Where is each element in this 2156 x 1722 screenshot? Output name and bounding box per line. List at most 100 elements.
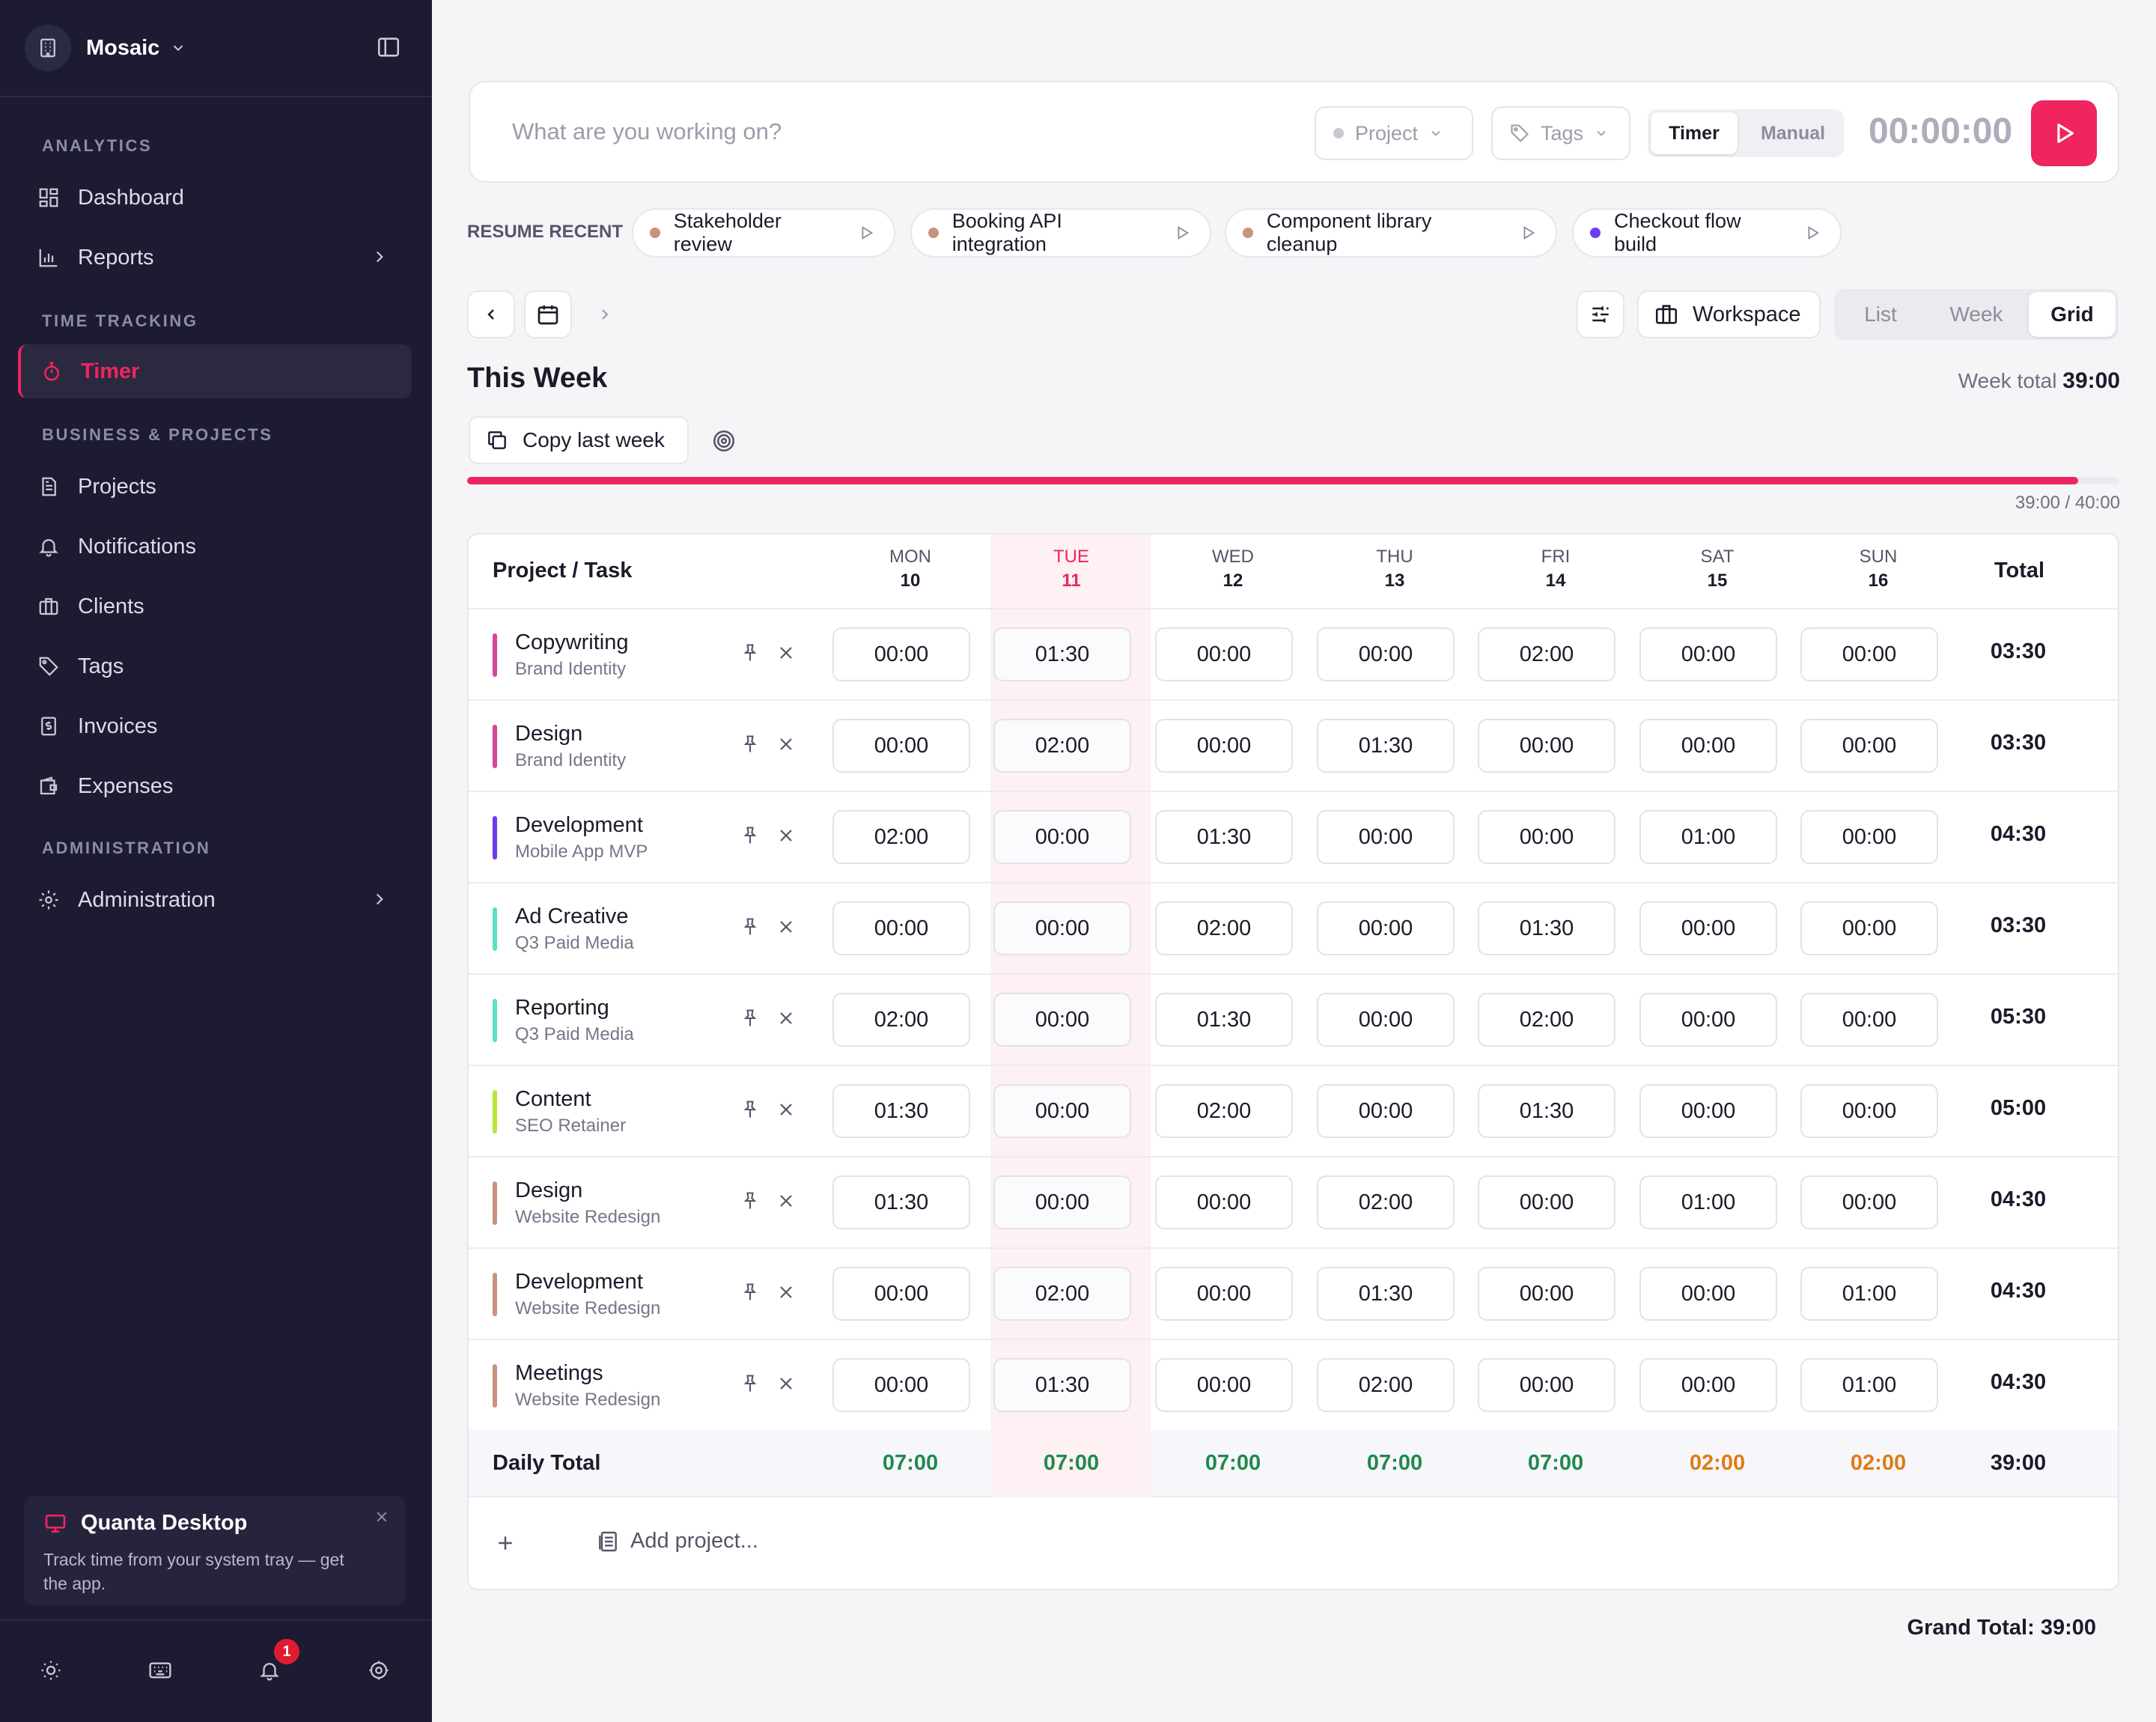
- time-entry-input[interactable]: 02:00: [1155, 901, 1293, 955]
- bell-icon[interactable]: [255, 1655, 284, 1685]
- close-icon[interactable]: [374, 1509, 389, 1528]
- time-entry-input[interactable]: 01:30: [1317, 719, 1455, 773]
- pin-icon[interactable]: [740, 1373, 761, 1398]
- time-entry-input[interactable]: 02:00: [1155, 1084, 1293, 1138]
- time-entry-input[interactable]: 00:00: [1800, 901, 1938, 955]
- time-entry-input[interactable]: 02:00: [1317, 1358, 1455, 1412]
- resume-chip[interactable]: Checkout flow build: [1572, 208, 1842, 258]
- workspace-switcher[interactable]: Mosaic: [25, 24, 186, 72]
- time-entry-input[interactable]: 00:00: [1800, 1084, 1938, 1138]
- pin-icon[interactable]: [740, 825, 761, 850]
- time-entry-input[interactable]: 00:00: [1155, 719, 1293, 773]
- time-entry-input[interactable]: 01:30: [993, 1358, 1131, 1412]
- sidebar-item-expenses[interactable]: Expenses: [18, 759, 412, 813]
- remove-row-icon[interactable]: [777, 827, 795, 848]
- time-entry-input[interactable]: 01:30: [832, 1084, 970, 1138]
- remove-row-icon[interactable]: [777, 1192, 795, 1214]
- time-entry-input[interactable]: 00:00: [993, 993, 1131, 1047]
- time-entry-input[interactable]: 02:00: [1478, 993, 1616, 1047]
- sidebar-item-reports[interactable]: Reports: [18, 231, 412, 285]
- sidebar-item-projects[interactable]: Projects: [18, 460, 412, 514]
- time-entry-input[interactable]: 01:00: [1639, 810, 1777, 864]
- sidebar-item-dashboard[interactable]: Dashboard: [18, 171, 412, 225]
- sidebar-item-administration[interactable]: Administration: [18, 873, 412, 927]
- view-list-tab[interactable]: List: [1864, 302, 1897, 326]
- time-entry-input[interactable]: 00:00: [1800, 810, 1938, 864]
- target-icon[interactable]: [711, 428, 737, 457]
- time-entry-input[interactable]: 02:00: [832, 993, 970, 1047]
- time-entry-input[interactable]: 00:00: [1639, 719, 1777, 773]
- view-week-tab[interactable]: Week: [1949, 302, 2003, 326]
- desktop-app-promo[interactable]: Quanta Desktop Track time from your syst…: [24, 1496, 406, 1605]
- time-entry-input[interactable]: 00:00: [1478, 810, 1616, 864]
- remove-row-icon[interactable]: [777, 1283, 795, 1305]
- time-entry-input[interactable]: 00:00: [1800, 993, 1938, 1047]
- project-selector[interactable]: Project: [1315, 106, 1473, 160]
- time-entry-input[interactable]: 00:00: [1155, 1267, 1293, 1321]
- mode-timer-button[interactable]: Timer: [1651, 112, 1738, 154]
- time-entry-input[interactable]: 00:00: [1639, 1267, 1777, 1321]
- time-entry-input[interactable]: 00:00: [1155, 1358, 1293, 1412]
- remove-row-icon[interactable]: [777, 1101, 795, 1122]
- pin-icon[interactable]: [740, 916, 761, 941]
- sidebar-item-notifications[interactable]: Notifications: [18, 520, 412, 574]
- keyboard-icon[interactable]: [145, 1655, 175, 1685]
- settings-icon[interactable]: [364, 1655, 394, 1685]
- time-entry-input[interactable]: 00:00: [1478, 1175, 1616, 1229]
- time-entry-input[interactable]: 00:00: [1317, 993, 1455, 1047]
- time-entry-input[interactable]: 00:00: [1478, 1267, 1616, 1321]
- time-entry-input[interactable]: 01:00: [1639, 1175, 1777, 1229]
- time-entry-input[interactable]: 00:00: [1800, 1175, 1938, 1229]
- time-entry-input[interactable]: 00:00: [1800, 719, 1938, 773]
- time-entry-input[interactable]: 02:00: [993, 719, 1131, 773]
- sun-icon[interactable]: [36, 1655, 66, 1685]
- time-entry-input[interactable]: 01:00: [1800, 1358, 1938, 1412]
- remove-row-icon[interactable]: [777, 918, 795, 940]
- time-entry-input[interactable]: 00:00: [993, 901, 1131, 955]
- time-entry-input[interactable]: 01:30: [1155, 993, 1293, 1047]
- time-entry-input[interactable]: 01:00: [1800, 1267, 1938, 1321]
- time-entry-input[interactable]: 02:00: [993, 1267, 1131, 1321]
- time-entry-input[interactable]: 00:00: [832, 719, 970, 773]
- time-entry-input[interactable]: 00:00: [1317, 810, 1455, 864]
- time-entry-input[interactable]: 02:00: [832, 810, 970, 864]
- time-entry-input[interactable]: 00:00: [1317, 1084, 1455, 1138]
- time-entry-input[interactable]: 01:30: [832, 1175, 970, 1229]
- pin-icon[interactable]: [740, 642, 761, 667]
- remove-row-icon[interactable]: [777, 1009, 795, 1031]
- workspace-filter-button[interactable]: Workspace: [1637, 290, 1821, 338]
- sidebar-item-tags[interactable]: Tags: [18, 639, 412, 693]
- time-entry-input[interactable]: 00:00: [1155, 1175, 1293, 1229]
- time-entry-input[interactable]: 00:00: [1639, 1358, 1777, 1412]
- remove-row-icon[interactable]: [777, 644, 795, 666]
- plus-icon[interactable]: [494, 1532, 517, 1558]
- previous-week-button[interactable]: [467, 290, 515, 338]
- time-entry-input[interactable]: 02:00: [1478, 627, 1616, 681]
- sidebar-item-invoices[interactable]: Invoices: [18, 699, 412, 753]
- pin-icon[interactable]: [740, 734, 761, 758]
- time-entry-input[interactable]: 00:00: [1639, 1084, 1777, 1138]
- sidebar-item-clients[interactable]: Clients: [18, 579, 412, 633]
- time-entry-input[interactable]: 00:00: [993, 1175, 1131, 1229]
- resume-chip[interactable]: Booking API integration: [910, 208, 1211, 258]
- resume-chip[interactable]: Component library cleanup: [1225, 208, 1557, 258]
- time-entry-input[interactable]: 01:30: [1478, 1084, 1616, 1138]
- next-week-button[interactable]: [581, 290, 629, 338]
- time-entry-input[interactable]: 00:00: [993, 810, 1131, 864]
- pin-icon[interactable]: [740, 1099, 761, 1124]
- time-entry-input[interactable]: 00:00: [1317, 901, 1455, 955]
- time-entry-input[interactable]: 00:00: [1639, 993, 1777, 1047]
- remove-row-icon[interactable]: [777, 735, 795, 757]
- time-entry-input[interactable]: 00:00: [832, 627, 970, 681]
- filter-settings-button[interactable]: [1577, 290, 1624, 338]
- resume-chip[interactable]: Stakeholder review: [632, 208, 895, 258]
- task-description-input[interactable]: What are you working on?: [512, 118, 782, 144]
- tags-selector[interactable]: Tags: [1491, 106, 1630, 160]
- time-entry-input[interactable]: 00:00: [1478, 1358, 1616, 1412]
- time-entry-input[interactable]: 02:00: [1317, 1175, 1455, 1229]
- time-entry-input[interactable]: 00:00: [993, 1084, 1131, 1138]
- time-entry-input[interactable]: 00:00: [832, 1358, 970, 1412]
- sidebar-toggle-icon[interactable]: [376, 34, 401, 64]
- add-project-button[interactable]: Add project...: [596, 1529, 758, 1554]
- time-entry-input[interactable]: 00:00: [1317, 627, 1455, 681]
